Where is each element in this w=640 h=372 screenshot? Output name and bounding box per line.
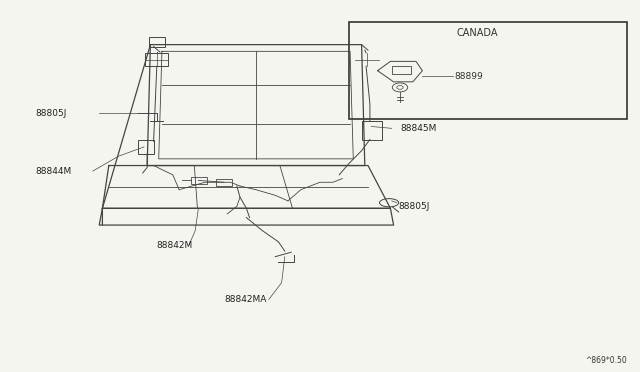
- Text: 88805J: 88805J: [35, 109, 67, 118]
- Text: 88845M: 88845M: [400, 124, 436, 133]
- Text: 88842MA: 88842MA: [224, 295, 266, 304]
- Bar: [191, 177, 207, 184]
- Bar: [362, 121, 382, 140]
- Text: 88844M: 88844M: [35, 167, 72, 176]
- Bar: [357, 35, 373, 45]
- Text: 88805J: 88805J: [398, 202, 429, 211]
- Bar: [145, 53, 168, 66]
- Bar: [216, 179, 232, 186]
- Text: CANADA: CANADA: [456, 29, 497, 38]
- Bar: [349, 22, 627, 119]
- Bar: [355, 53, 379, 66]
- Bar: [149, 37, 165, 46]
- Text: ^869*0.50: ^869*0.50: [586, 356, 627, 365]
- Text: 88842M: 88842M: [157, 241, 193, 250]
- Bar: [138, 140, 154, 154]
- Text: 88899: 88899: [454, 72, 483, 81]
- Bar: [392, 66, 411, 74]
